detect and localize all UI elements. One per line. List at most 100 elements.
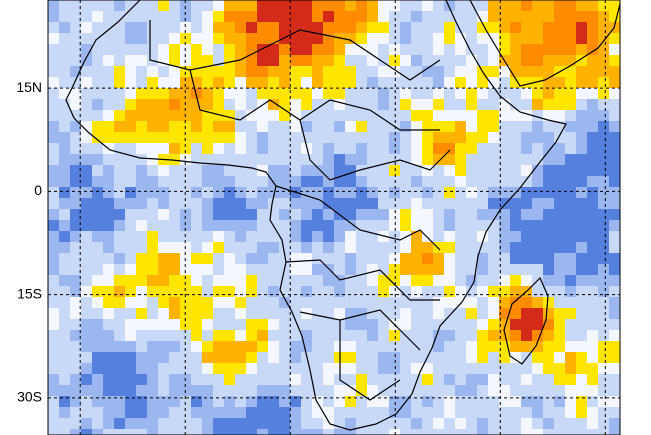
field-cell: [235, 330, 246, 341]
field-cell: [411, 77, 422, 88]
field-cell: [180, 330, 191, 341]
field-cell: [422, 187, 433, 198]
field-cell: [169, 143, 180, 154]
field-cell: [532, 264, 543, 275]
field-cell: [312, 143, 323, 154]
field-cell: [70, 154, 81, 165]
field-cell: [345, 22, 356, 33]
field-cell: [147, 418, 158, 429]
field-cell: [268, 429, 279, 435]
field-cell: [466, 176, 477, 187]
field-cell: [180, 77, 191, 88]
field-cell: [444, 22, 455, 33]
field-cell: [521, 275, 532, 286]
field-cell: [213, 418, 224, 429]
field-cell: [191, 154, 202, 165]
field-cell: [246, 110, 257, 121]
field-cell: [59, 407, 70, 418]
field-cell: [543, 330, 554, 341]
field-cell: [598, 176, 609, 187]
field-cell: [59, 110, 70, 121]
field-cell: [576, 429, 587, 435]
field-cell: [444, 132, 455, 143]
field-cell: [268, 341, 279, 352]
field-cell: [565, 396, 576, 407]
field-cell: [389, 11, 400, 22]
field-cell: [92, 319, 103, 330]
field-cell: [48, 418, 59, 429]
field-cell: [290, 66, 301, 77]
field-cell: [422, 66, 433, 77]
field-cell: [488, 264, 499, 275]
field-cell: [532, 132, 543, 143]
field-cell: [411, 319, 422, 330]
field-cell: [323, 22, 334, 33]
field-cell: [400, 253, 411, 264]
field-cell: [488, 176, 499, 187]
field-cell: [103, 165, 114, 176]
field-cell: [543, 11, 554, 22]
field-cell: [301, 407, 312, 418]
field-cell: [213, 209, 224, 220]
field-cell: [70, 242, 81, 253]
field-cell: [565, 242, 576, 253]
field-cell: [345, 374, 356, 385]
field-cell: [246, 275, 257, 286]
field-cell: [378, 242, 389, 253]
field-cell: [521, 77, 532, 88]
field-cell: [213, 297, 224, 308]
field-cell: [477, 88, 488, 99]
field-cell: [257, 418, 268, 429]
borders: [149, 20, 451, 401]
field-cell: [213, 33, 224, 44]
field-cell: [191, 297, 202, 308]
field-cell: [125, 154, 136, 165]
field-cell: [323, 418, 334, 429]
field-cell: [587, 374, 598, 385]
field-cell: [48, 187, 59, 198]
field-cell: [367, 297, 378, 308]
field-cell: [202, 187, 213, 198]
field-cell: [543, 429, 554, 435]
field-cell: [334, 154, 345, 165]
field-cell: [158, 352, 169, 363]
field-cell: [411, 66, 422, 77]
field-cell: [235, 264, 246, 275]
field-cell: [389, 66, 400, 77]
field-cell: [81, 286, 92, 297]
field-cell: [510, 341, 521, 352]
field-cell: [565, 429, 576, 435]
field-cell: [488, 88, 499, 99]
field-cell: [433, 187, 444, 198]
field-cell: [378, 286, 389, 297]
field-cell: [290, 33, 301, 44]
field-cell: [59, 0, 70, 11]
field-cell: [147, 385, 158, 396]
field-cell: [477, 363, 488, 374]
field-cell: [576, 110, 587, 121]
field-cell: [367, 286, 378, 297]
field-cell: [499, 396, 510, 407]
field-cell: [477, 154, 488, 165]
field-cell: [323, 385, 334, 396]
field-cell: [576, 165, 587, 176]
field-cell: [356, 253, 367, 264]
field-cell: [301, 44, 312, 55]
field-cell: [202, 352, 213, 363]
field-cell: [444, 330, 455, 341]
field-cell: [576, 77, 587, 88]
field-cell: [103, 88, 114, 99]
field-cell: [114, 275, 125, 286]
field-cell: [81, 22, 92, 33]
field-cell: [59, 242, 70, 253]
field-cell: [268, 154, 279, 165]
field-cell: [290, 319, 301, 330]
field-cell: [191, 231, 202, 242]
field-cell: [312, 231, 323, 242]
field-cell: [532, 143, 543, 154]
field-cell: [48, 363, 59, 374]
field-cell: [235, 242, 246, 253]
field-cell: [345, 242, 356, 253]
field-cell: [224, 209, 235, 220]
field-cell: [466, 396, 477, 407]
